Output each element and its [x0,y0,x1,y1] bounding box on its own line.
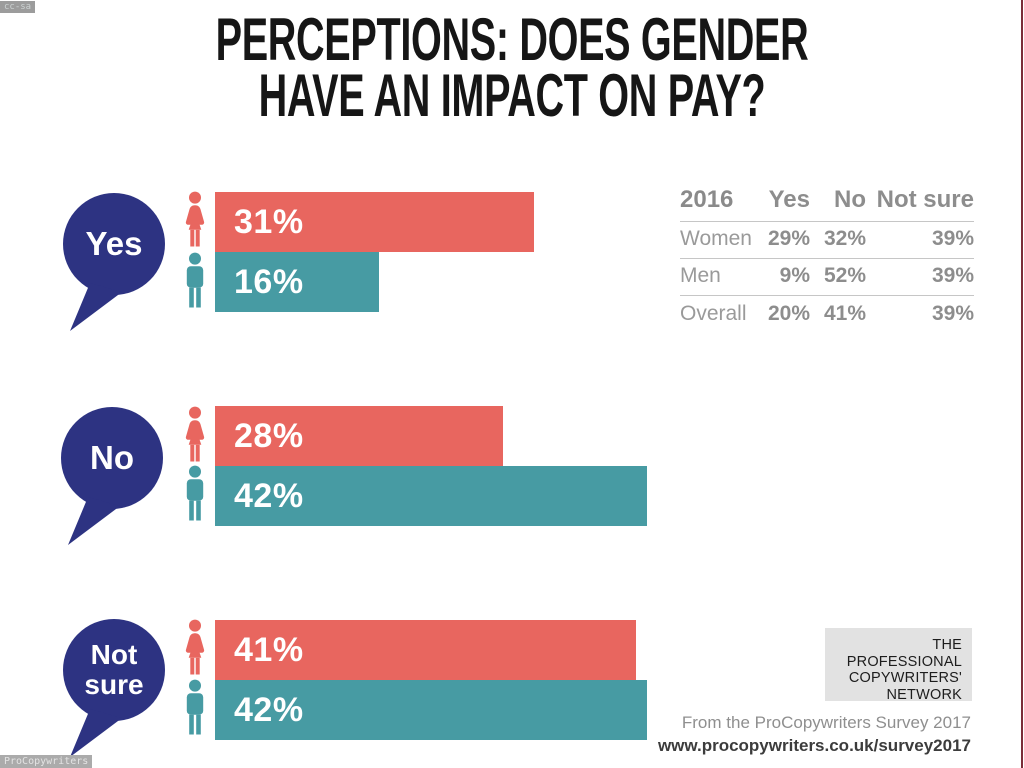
bar-yes-men: 16% [215,252,379,312]
row-label: Overall [680,302,747,325]
speech-bubble-no-icon [56,405,168,551]
cell-value: 32% [823,227,866,250]
category-label-yes: Yes [85,225,143,263]
man-icon [180,679,210,741]
man-icon [180,465,210,527]
cell-value: 9% [779,264,810,287]
speech-bubble-not-sure-icon [58,617,170,763]
woman-icon [180,619,210,681]
row-label: Men [680,264,721,287]
bar-value-label: 42% [234,691,304,729]
table-row: Men 9% 52% 39% [680,259,974,296]
bar-yes-women: 31% [215,192,534,252]
speech-bubble-yes-icon [58,191,170,337]
bar-value-label: 16% [234,263,304,301]
bar-value-label: 41% [234,631,304,669]
cell-value: 29% [767,227,810,250]
bar-no-women: 28% [215,406,503,466]
table-header-no: No [834,186,866,213]
bar-no-men: 42% [215,466,647,526]
cell-value: 41% [823,302,866,325]
cell-value: 52% [823,264,866,287]
man-icon [180,252,210,314]
procopywriters-network-logo: THE PROFESSIONAL COPYWRITERS' NETWORK [825,628,972,704]
table-header-year: 2016 [680,186,734,213]
bar-value-label: 42% [234,477,304,515]
title-line-2: HAVE AN IMPACT ON PAY? [258,62,766,130]
cell-value: 20% [767,302,810,325]
category-label-no: No [90,439,134,477]
title-line-1: PERCEPTIONS: DOES GENDER [215,6,809,73]
row-label: Women [680,227,752,250]
procopywriters-watermark: ProCopywriters [0,755,93,768]
survey-source-text: From the ProCopywriters Survey 2017 [681,713,971,732]
bar-not-sure-women: 41% [215,620,636,680]
cell-value: 39% [931,227,974,250]
logo-line: THE [932,637,962,653]
source-credits: From the ProCopywriters Survey 2017 www.… [658,713,971,756]
woman-icon [180,191,210,253]
table-row: Women 29% 32% 39% [680,222,974,259]
right-edge-stripe [1021,0,1023,768]
woman-icon [180,406,210,468]
page-title: PERCEPTIONS: DOES GENDER HAVE AN IMPACT … [174,6,850,130]
license-watermark: cc-sa [0,1,36,13]
bar-value-label: 31% [234,203,304,241]
table-header-not-sure: Not sure [876,186,974,213]
logo-line: PROFESSIONAL [846,653,962,670]
cell-value: 39% [931,302,974,325]
logo-line: NETWORK [886,687,962,704]
comparison-table-2016: 2016 Yes No Not sure Women 29% 32% 39% M… [680,185,974,333]
logo-line: COPYWRITERS' [848,670,962,687]
cell-value: 39% [931,264,974,287]
bar-value-label: 28% [234,417,304,455]
table-header-row: 2016 Yes No Not sure [680,185,974,222]
bar-not-sure-men: 42% [215,680,647,740]
table-header-yes: Yes [768,186,810,213]
table-row: Overall 20% 41% 39% [680,296,974,333]
survey-url: www.procopywriters.co.uk/survey2017 [657,736,971,755]
category-label-not-sure: Not sure [84,638,144,700]
